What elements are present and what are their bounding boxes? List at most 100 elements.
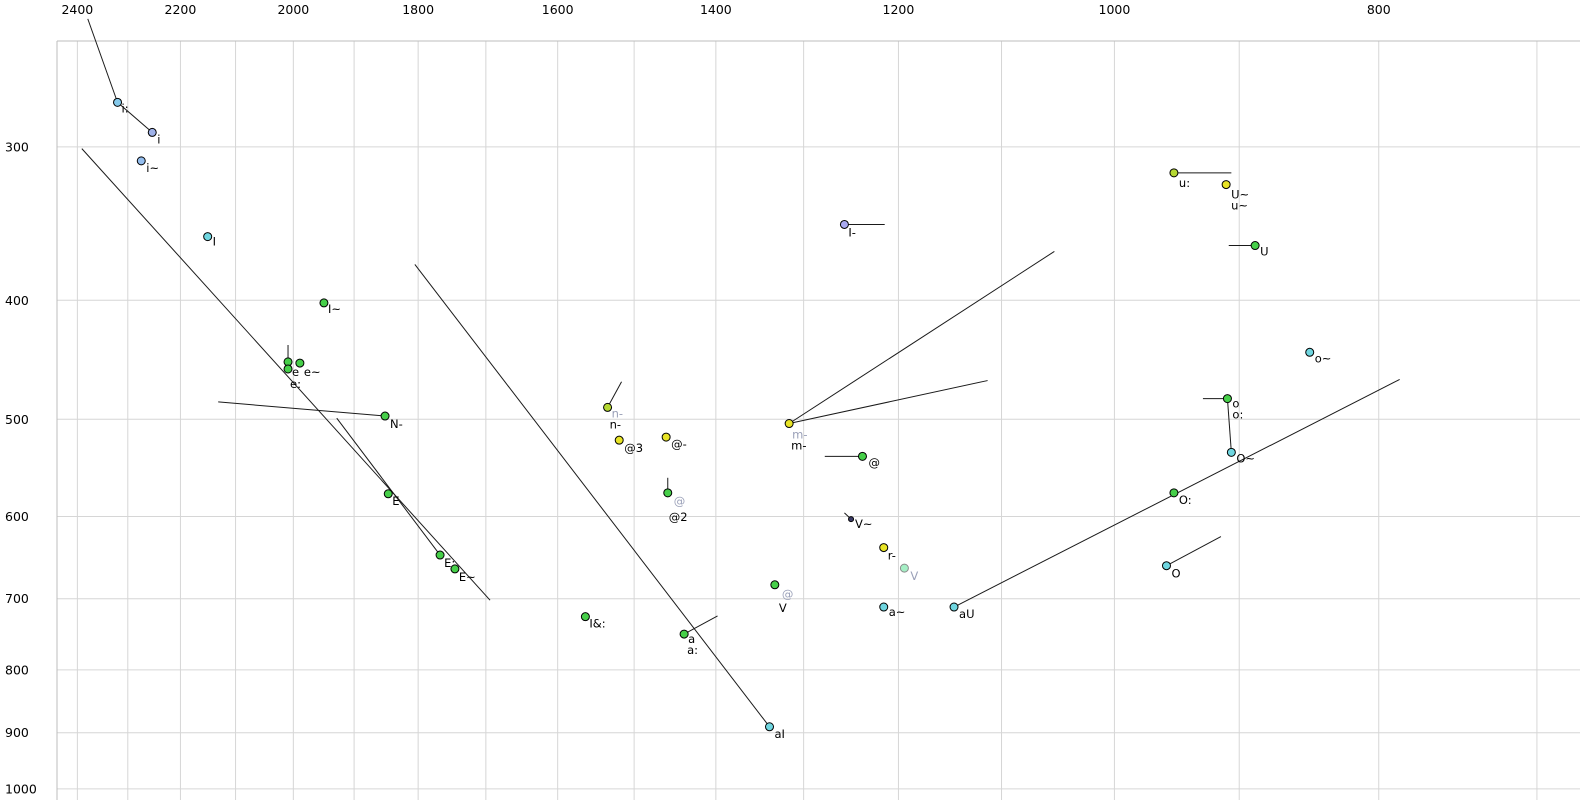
data-point-N-: [380, 411, 390, 421]
y-tick-label: 700: [5, 591, 29, 606]
point-label: V~: [855, 517, 873, 531]
point-label: o~: [1315, 351, 1332, 365]
point-label: @: [868, 455, 880, 469]
point-label: @3: [624, 441, 643, 455]
y-tick-label: 600: [5, 509, 29, 524]
data-point-I~: [319, 298, 329, 308]
data-point-e~: [295, 358, 305, 368]
point-label: aU: [959, 607, 974, 621]
point-label: u:: [1179, 176, 1190, 190]
point-label: V: [779, 601, 787, 615]
y-tick-label: 400: [5, 293, 29, 308]
point-label: I&:: [589, 617, 605, 631]
point-label: O: [1171, 567, 1180, 581]
point-label: I~: [328, 302, 341, 316]
data-point-aU: [949, 602, 959, 612]
point-label: n-: [610, 417, 621, 431]
x-tick-label: 1800: [402, 2, 434, 17]
data-point-n-: [603, 402, 613, 412]
data-point-a~: [879, 602, 889, 612]
data-point-O~: [1226, 447, 1236, 457]
x-tick-label: 2400: [61, 2, 93, 17]
trajectory-segment: [414, 264, 770, 728]
axis-layer: 2400 2200 2000 1800 1600 1400 1200 1000 800 300 40…: [5, 2, 1391, 796]
data-point-@: [857, 451, 867, 461]
data-point-i~: [136, 156, 146, 166]
point-layer: i:ii~II~e e~e:N-EE:E~n-n-@3 @-@@2I&:aa:@Va…: [113, 97, 1332, 741]
data-point-@3: [614, 435, 624, 445]
trajectory-segment: [336, 417, 441, 556]
data-point-u:: [1169, 168, 1179, 178]
data-point-U: [1250, 241, 1260, 251]
point-label: i:: [122, 101, 129, 115]
trajectory-segment: [788, 251, 1055, 424]
point-label: @2: [669, 510, 688, 524]
data-point-@2: [663, 488, 673, 498]
data-point-o:: [1222, 394, 1232, 404]
point-label: r-: [888, 549, 896, 563]
point-label: U~: [1231, 188, 1249, 202]
point-label: U: [1260, 245, 1268, 259]
data-point-e:: [283, 364, 293, 374]
trajectory-segment: [789, 380, 988, 424]
data-point-@-: [661, 432, 671, 442]
point-label: e~: [304, 365, 321, 379]
data-point-E~: [450, 564, 460, 574]
data-point-r-: [879, 543, 889, 553]
point-label: N-: [390, 417, 403, 431]
point-label: o:: [1232, 408, 1243, 422]
data-point-O:: [1169, 488, 1179, 498]
trajectory-segment: [1166, 536, 1222, 567]
point-label: aI: [775, 727, 785, 741]
point-label: E~: [459, 570, 476, 584]
point-label: u~: [1231, 199, 1248, 213]
point-label: m-: [792, 428, 807, 442]
grid-layer: [56, 40, 1580, 800]
data-point-V~: [848, 516, 855, 523]
data-point-O: [1161, 561, 1171, 571]
y-tick-label: 1000: [5, 781, 37, 796]
point-label: e:: [290, 377, 301, 391]
trajectory-segment: [117, 101, 153, 133]
point-label: e: [292, 365, 299, 379]
point-label: a:: [687, 643, 698, 657]
data-point-o~: [1305, 347, 1315, 357]
point-label: i~: [146, 161, 159, 175]
trajectory-segment: [683, 615, 718, 635]
data-point-E:: [435, 550, 445, 560]
trajectory-segment: [81, 148, 491, 601]
y-tick-label: 300: [5, 139, 29, 154]
x-tick-label: 1400: [700, 2, 732, 17]
x-tick-label: 2200: [165, 2, 197, 17]
point-label: n-: [612, 406, 623, 420]
point-label: O~: [1236, 451, 1255, 465]
data-point-I: [203, 232, 213, 242]
point-label: V: [910, 569, 918, 583]
point-label: O:: [1179, 493, 1192, 507]
x-tick-label: 1000: [1099, 2, 1131, 17]
data-point-i:: [113, 97, 123, 107]
y-tick-label: 500: [5, 412, 29, 427]
point-label: E: [392, 494, 399, 508]
x-tick-label: 1600: [542, 2, 574, 17]
trajectory-segment: [1226, 398, 1232, 453]
y-tick-label: 900: [5, 725, 29, 740]
data-point-E: [383, 489, 393, 499]
data-point-I-: [839, 219, 849, 229]
x-tick-label: 1200: [883, 2, 915, 17]
data-point-V2: [899, 563, 909, 573]
data-point-a: [679, 629, 689, 639]
data-point-V: [770, 580, 780, 590]
point-label: i: [157, 132, 160, 146]
point-label: E:: [444, 556, 455, 570]
trajectory-segment: [218, 401, 386, 417]
point-label: @-: [671, 437, 687, 451]
point-label: I-: [848, 225, 856, 239]
data-point-I&:: [580, 612, 590, 622]
data-point-aI: [765, 722, 775, 732]
point-label: a: [688, 632, 695, 646]
y-tick-label: 800: [5, 662, 29, 677]
data-point-i: [147, 127, 157, 137]
point-label: @: [674, 494, 686, 508]
